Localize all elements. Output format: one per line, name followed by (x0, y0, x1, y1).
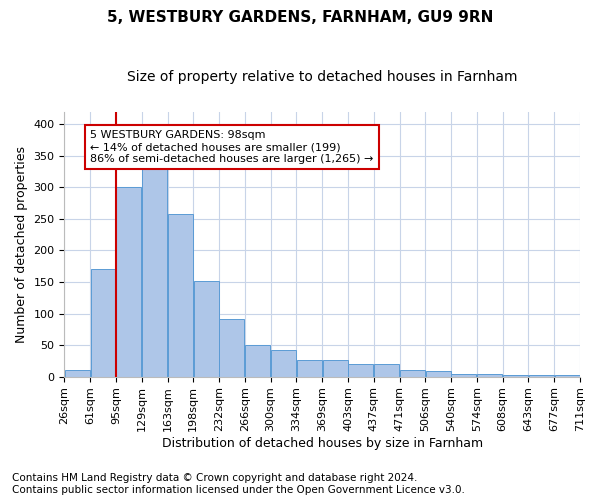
Bar (91, 270, 116, 376)
Bar (65, 370, 90, 376)
X-axis label: Distribution of detached houses by size in Farnham: Distribution of detached houses by size … (161, 437, 483, 450)
Bar (116, 188, 142, 376)
Bar (168, 214, 193, 376)
Bar (554, 375, 580, 376)
Bar (400, 370, 425, 376)
Y-axis label: Number of detached properties: Number of detached properties (15, 146, 28, 342)
Bar (271, 350, 296, 376)
Bar (323, 360, 347, 376)
Bar (349, 364, 373, 376)
Text: 5 WESTBURY GARDENS: 98sqm
← 14% of detached houses are smaller (199)
86% of semi: 5 WESTBURY GARDENS: 98sqm ← 14% of detac… (90, 130, 374, 164)
Title: Size of property relative to detached houses in Farnham: Size of property relative to detached ho… (127, 70, 517, 84)
Bar (245, 345, 270, 376)
Bar (297, 360, 322, 376)
Bar (426, 371, 451, 376)
Bar (194, 281, 218, 376)
Bar (142, 168, 167, 376)
Bar (451, 374, 476, 376)
Text: Contains HM Land Registry data © Crown copyright and database right 2024.
Contai: Contains HM Land Registry data © Crown c… (12, 474, 465, 495)
Bar (220, 320, 244, 376)
Bar (374, 364, 399, 376)
Bar (477, 374, 502, 376)
Text: 5, WESTBURY GARDENS, FARNHAM, GU9 9RN: 5, WESTBURY GARDENS, FARNHAM, GU9 9RN (107, 10, 493, 25)
